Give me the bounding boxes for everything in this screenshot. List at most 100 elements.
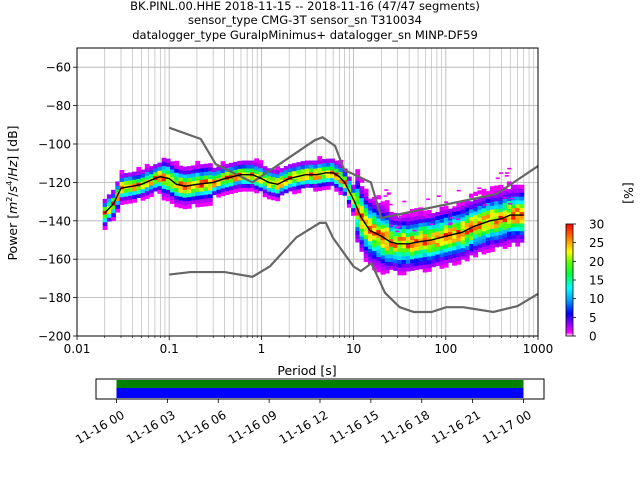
colorbar-tick-label: 30 [589,218,604,232]
heatmap-cell [485,229,491,234]
heatmap-cell [481,196,487,201]
heatmap-cell [363,192,369,197]
heatmap-cell [372,196,377,202]
heatmap-cell [498,238,504,243]
heatmap-cell [351,184,356,189]
heatmap-cell [456,229,462,234]
heatmap-cell [452,234,457,239]
heatmap-cell [426,225,432,230]
heatmap-cell [515,211,521,216]
heatmap-cell [456,189,461,192]
heatmap-cell [439,210,445,216]
heatmap-cell [262,193,268,198]
heatmap-cell [502,210,508,215]
heatmap-cell [414,258,420,263]
heatmap-cell [509,197,514,200]
heatmap-cell [186,185,192,190]
heatmap-cell [363,257,369,263]
heatmap-cell [460,255,466,260]
heatmap-cell [199,179,205,184]
heatmap-cell [410,251,415,256]
heatmap-cell [220,161,226,166]
heatmap-cell [199,168,205,173]
heatmap-cell [359,209,365,214]
heatmap-cell [384,246,390,251]
heatmap-cell [367,217,373,223]
heatmap-cell [464,203,470,208]
heatmap-cell [262,173,268,179]
heatmap-cell [431,224,436,229]
heatmap-cell [220,191,226,197]
heatmap-cell [396,225,401,228]
heatmap-cell [102,221,108,227]
heatmap-cell [397,225,403,230]
heatmap-cell [506,219,512,225]
heatmap-cell [207,186,213,191]
heatmap-cell [229,178,234,183]
heatmap-cell [494,208,500,213]
heatmap-cell [388,250,394,255]
heatmap-cell [359,197,365,202]
heatmap-cell [216,166,222,171]
heatmap-cell [449,217,454,219]
heatmap-cell [140,177,146,182]
heatmap-cell [384,211,390,216]
heatmap-cell [207,174,213,179]
heatmap-cell [157,170,163,175]
heatmap-cell [464,222,470,227]
heatmap-cell [490,228,495,233]
heatmap-cell [443,248,449,253]
heatmap-cell [372,235,377,240]
heatmap-cell [485,237,491,242]
heatmap-cell [507,167,512,170]
heatmap-cell [418,264,424,270]
heatmap-cell [481,242,487,247]
heatmap-cell [393,251,399,256]
heatmap-cell [393,224,399,229]
heatmap-cell [490,236,495,241]
heatmap-cell [405,248,411,253]
heatmap-cell [498,211,504,216]
heatmap-cell [505,172,510,174]
heatmap-cell [376,214,382,219]
heatmap-cell [207,167,213,172]
heatmap-cell [144,175,150,180]
heatmap-cell [490,247,495,252]
heatmap-cell [359,239,365,245]
heatmap-cell [473,199,479,204]
heatmap-cell [376,233,382,238]
heatmap-cell [346,199,352,204]
heatmap-cell [363,242,369,247]
heatmap-cell [355,219,361,224]
heatmap-cell [426,244,432,249]
heatmap-cell [170,195,175,201]
heatmap-cell [363,253,369,259]
heatmap-cell [199,202,205,207]
heatmap-cell [178,180,184,186]
heatmap-cell [111,197,116,202]
y-tick-label: −160 [38,253,71,267]
heatmap-cell [490,205,495,210]
y-tick-label: −180 [38,291,71,305]
title-line-3: datalogger_type GuralpMinimus+ datalogge… [132,28,478,42]
heatmap-cell [359,213,365,218]
heatmap-cell [195,172,201,177]
heatmap-cell [119,193,125,198]
heatmap-cell [149,189,154,194]
heatmap-cell [123,173,129,178]
heatmap-cell [199,198,205,203]
heatmap-cell [511,230,516,236]
heatmap-cell [380,258,386,264]
heatmap-cell [380,239,386,244]
heatmap-cell [367,252,373,257]
heatmap-cell [401,236,407,241]
heatmap-cell [418,249,424,254]
heatmap-cell [439,237,445,242]
colorbar-tick-label: 0 [589,330,597,344]
heatmap-cell [414,231,420,236]
heatmap-cell [334,164,340,169]
title-line-2: sensor_type CMG-3T sensor_sn T310034 [188,13,422,27]
heatmap-cell [485,202,491,207]
heatmap-cell [456,210,462,215]
heatmap-cell [490,243,495,249]
